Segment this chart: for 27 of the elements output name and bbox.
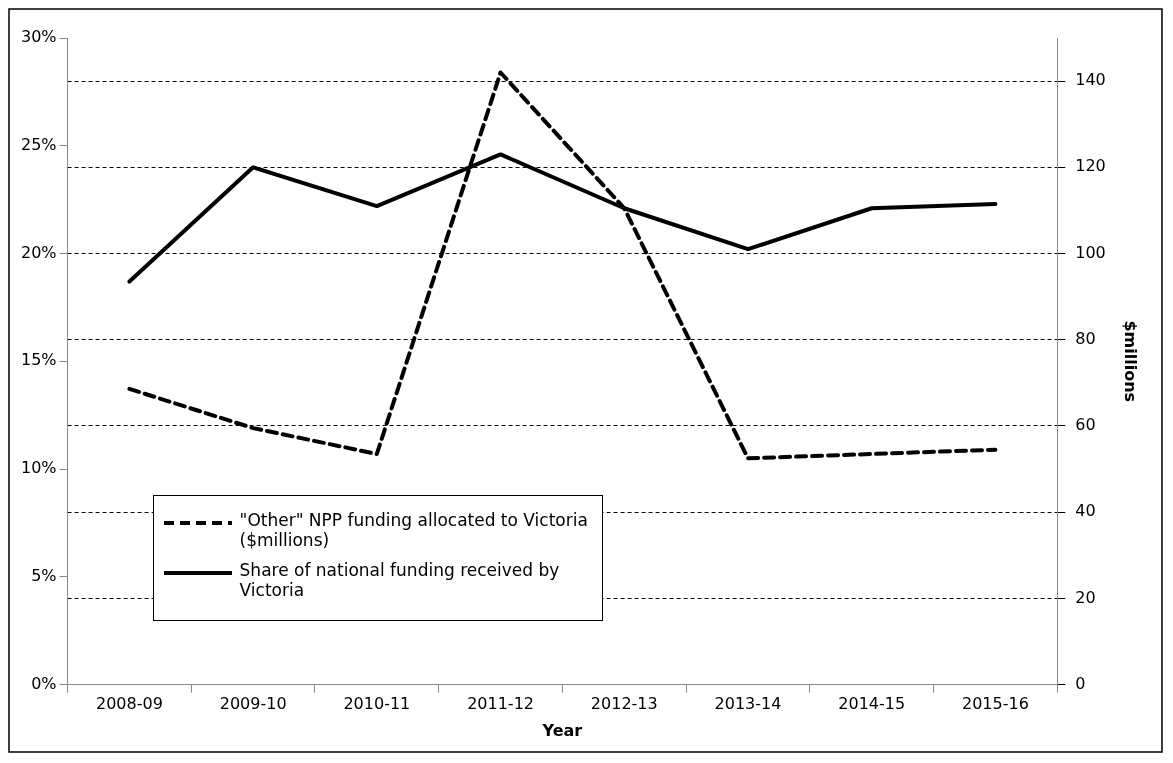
y2-tick-label: 100 [1075,242,1106,262]
y2-tick-label: 40 [1075,501,1096,521]
y-tick-label: 25% [21,134,57,154]
y-tick-label: 20% [21,242,57,262]
y2-tick-label: 140 [1075,70,1106,90]
x-tick-label: 2011-12 [467,694,534,714]
legend-label: "Other" NPP funding allocated to Victoria ($millions) [239,509,589,550]
legend-label: Share of national funding received by Victoria [239,559,561,600]
x-tick-label: 2010-11 [343,694,411,714]
y-tick-label: 5% [31,565,57,585]
y2-tick-label: 0 [1075,673,1086,693]
x-tick-label: 2015-16 [961,694,1029,714]
x-tick-label: 2013-14 [714,694,782,714]
y2-tick-label: 60 [1075,415,1096,435]
x-tick-label: 2008-09 [95,694,163,714]
y-tick-label: 10% [21,458,57,478]
y2-axis-title: $millions [1121,320,1141,403]
y-tick-label: 15% [21,350,57,370]
y2-tick-label: 80 [1075,328,1096,348]
y2-tick-label: 120 [1075,156,1106,176]
y-tick-label: 0% [31,673,57,693]
x-tick-label: 2012-13 [590,694,658,714]
x-tick-label: 2014-15 [838,694,906,714]
y-tick-label: 30% [21,27,57,47]
y2-tick-label: 20 [1075,587,1096,607]
x-tick-label: 2009-10 [219,694,287,714]
x-axis-title: Year [541,720,583,740]
